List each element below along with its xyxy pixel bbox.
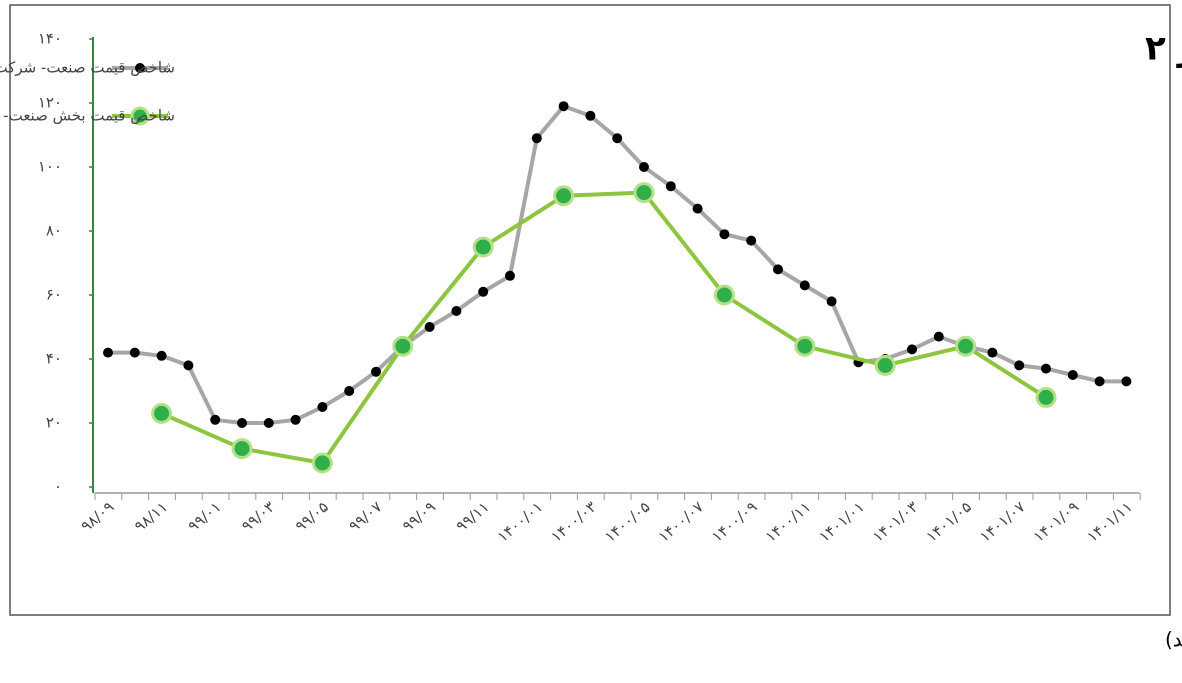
series-marker: [103, 347, 113, 358]
series-marker: [773, 264, 783, 275]
series-marker: [987, 347, 998, 358]
series-marker: [633, 182, 655, 204]
caption: رشد شاخص قیمت صنعت با استفاده از داده‌ها…: [1165, 628, 1182, 652]
series-marker: [719, 229, 730, 240]
series-marker: [478, 286, 489, 297]
series-marker: [311, 452, 333, 474]
series-marker: [692, 203, 703, 214]
legend-label: شاخص قیمت بخش صنعت- مرکز آمار ایران: [0, 107, 175, 125]
series-marker: [290, 414, 301, 425]
series-marker: [1014, 360, 1025, 371]
series-marker: [231, 438, 253, 460]
chart-title: نمودار ۲: [1145, 29, 1182, 69]
frame: [9, 4, 1171, 616]
series-marker: [1035, 386, 1057, 408]
series-marker: [746, 235, 757, 246]
series-marker: [183, 360, 194, 371]
series-marker: [907, 344, 917, 355]
series-marker: [263, 418, 274, 428]
series-marker: [237, 418, 247, 428]
series-marker: [392, 335, 414, 357]
series-marker: [505, 270, 515, 281]
series-marker: [344, 386, 355, 396]
legend-label: شاخص قیمت صنعت- شرکت‌های بورسی: [0, 59, 175, 77]
series-marker: [451, 306, 462, 316]
series-line: [160, 190, 1048, 465]
series-marker: [151, 402, 173, 424]
series-marker: [371, 366, 381, 377]
legend-marker: [130, 106, 150, 126]
series-marker: [826, 296, 837, 307]
series-marker: [713, 284, 735, 306]
series-marker: [1094, 376, 1105, 387]
series-marker: [955, 335, 977, 357]
series-marker: [317, 402, 328, 412]
y-tick-label: ۱۴۰: [38, 30, 62, 48]
series-marker: [558, 101, 569, 112]
series-marker: [1041, 363, 1051, 374]
series-marker: [129, 347, 140, 358]
y-tick-label: ۸۰: [46, 222, 62, 240]
legend-marker: [135, 63, 145, 73]
series-marker: [794, 335, 816, 357]
series-marker: [933, 331, 944, 342]
series-marker: [1121, 376, 1132, 387]
y-tick-label: ۶۰: [46, 286, 62, 304]
series-marker: [531, 133, 542, 144]
series-marker: [424, 322, 435, 332]
y-tick-label: ۰: [54, 478, 62, 496]
series-marker: [1067, 370, 1078, 380]
series-marker: [874, 354, 896, 376]
series-marker: [612, 133, 623, 144]
series-marker: [472, 236, 494, 258]
y-tick-label: ۱۲۰: [38, 94, 62, 112]
series-marker: [553, 185, 575, 207]
series-marker: [156, 350, 167, 361]
series-marker: [210, 414, 221, 425]
series-marker: [639, 162, 649, 172]
series-marker: [585, 110, 596, 121]
series-marker: [799, 280, 810, 291]
series-marker: [665, 181, 676, 192]
y-tick-label: ۱۰۰: [38, 158, 62, 176]
y-tick-label: ۲۰: [46, 414, 62, 432]
y-tick-label: ۴۰: [46, 350, 62, 368]
